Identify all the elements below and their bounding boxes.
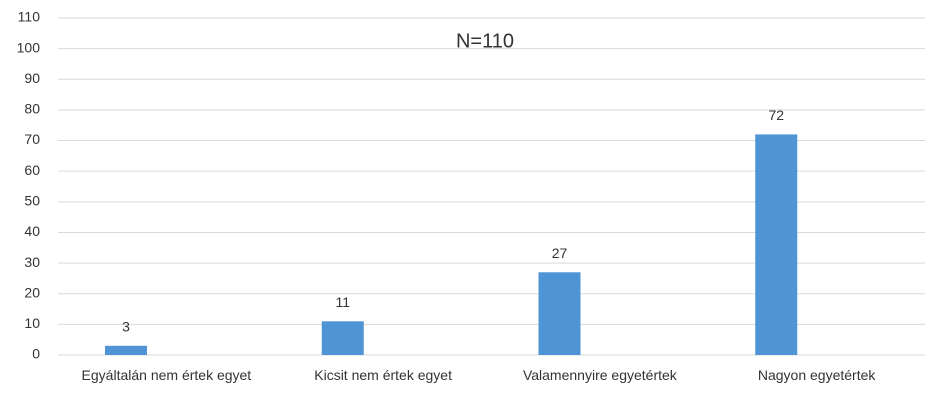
bar bbox=[538, 272, 581, 355]
data-label: 27 bbox=[552, 245, 568, 261]
x-tick-label-box: Egyáltalán nem értek egyet bbox=[81, 367, 252, 383]
y-tick-label: 40 bbox=[24, 223, 40, 239]
y-tick-label: 90 bbox=[24, 70, 40, 86]
y-tick-label: 30 bbox=[24, 254, 40, 270]
x-tick-label-box: Nagyon egyetértek bbox=[757, 367, 876, 383]
x-tick-label: Valamennyire egyetértek bbox=[522, 367, 677, 383]
data-label: 3 bbox=[122, 319, 130, 335]
y-tick-label: 80 bbox=[24, 101, 40, 117]
x-tick-label-box: Kicsit nem értek egyet bbox=[314, 367, 452, 383]
y-tick-label: 100 bbox=[17, 39, 41, 55]
y-tick-label: 50 bbox=[24, 193, 40, 209]
bar bbox=[321, 321, 364, 355]
x-tick-label: Egyáltalán nem értek egyet bbox=[81, 367, 252, 383]
data-label: 11 bbox=[335, 294, 350, 310]
x-tick-label: Kicsit nem értek egyet bbox=[314, 367, 452, 383]
y-tick-label: 10 bbox=[24, 315, 40, 331]
chart-title: N=110 bbox=[456, 30, 514, 52]
bar bbox=[105, 345, 147, 355]
x-tick-label-box: Valamennyire egyetértek bbox=[522, 367, 677, 383]
x-tick-label: Nagyon egyetértek bbox=[757, 367, 876, 383]
y-tick-label: 20 bbox=[24, 284, 40, 300]
data-label: 72 bbox=[768, 107, 784, 123]
y-tick-label: 70 bbox=[24, 131, 40, 147]
y-tick-label: 60 bbox=[24, 162, 40, 178]
bar bbox=[755, 134, 798, 355]
y-tick-label: 110 bbox=[18, 9, 41, 25]
y-tick-label: 0 bbox=[32, 346, 40, 362]
